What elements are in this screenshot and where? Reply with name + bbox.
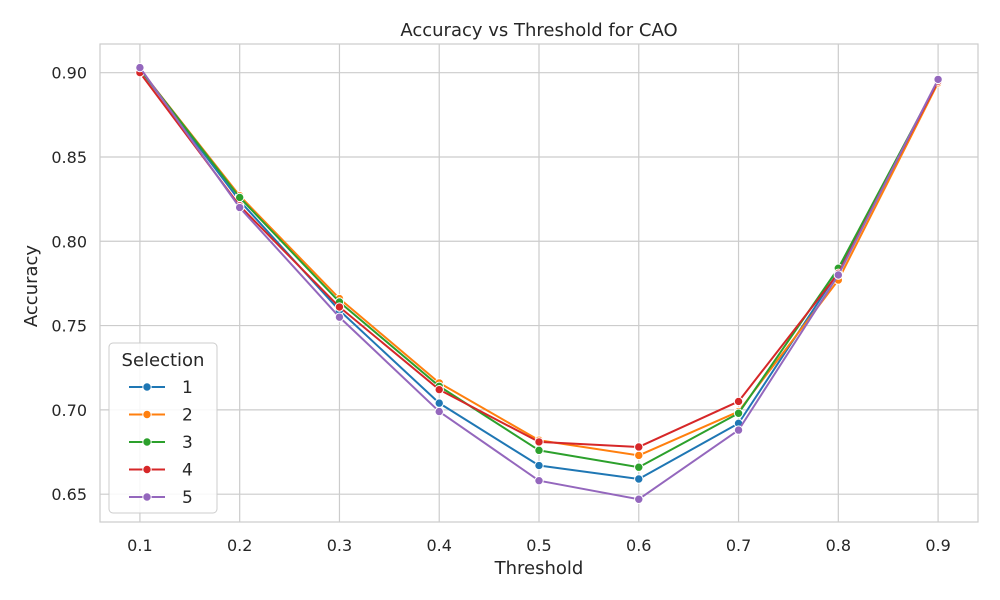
legend-item: 3 xyxy=(129,433,193,453)
legend-title: Selection xyxy=(122,350,205,371)
data-point xyxy=(733,408,744,418)
legend-label: 3 xyxy=(182,433,193,453)
data-point xyxy=(434,406,444,417)
data-point xyxy=(933,74,943,85)
legend-label: 2 xyxy=(182,406,193,426)
y-axis-ticks: 0.65 0.70 0.75 0.80 0.85 0.90 xyxy=(51,64,87,505)
x-tick-label: 0.4 xyxy=(427,536,452,555)
data-point xyxy=(234,202,245,213)
legend-items: 1 2 3 4 5 xyxy=(129,378,193,508)
x-tick-label: 0.7 xyxy=(726,536,751,555)
legend-swatch-marker xyxy=(142,464,152,475)
legend-item: 2 xyxy=(129,406,193,426)
x-tick-label: 0.1 xyxy=(127,536,152,555)
x-tick-label: 0.6 xyxy=(626,536,651,555)
data-point xyxy=(334,302,345,312)
data-point xyxy=(634,494,644,504)
x-axis-ticks: 0.1 0.2 0.3 0.4 0.5 0.6 0.7 0.8 0.9 xyxy=(127,536,951,555)
grid xyxy=(100,44,978,522)
y-tick-label: 0.70 xyxy=(51,401,87,420)
data-point xyxy=(534,437,544,447)
data-point xyxy=(634,450,644,461)
y-axis-label: Accuracy xyxy=(21,245,42,328)
legend-label: 4 xyxy=(182,461,193,481)
data-point xyxy=(634,442,644,452)
y-tick-label: 0.80 xyxy=(51,232,87,251)
data-point xyxy=(833,270,844,280)
x-tick-label: 0.8 xyxy=(826,536,851,555)
legend-swatch-marker xyxy=(142,409,152,420)
data-point xyxy=(135,62,145,73)
data-point xyxy=(434,398,444,408)
data-point xyxy=(534,475,544,486)
legend-swatch-marker xyxy=(142,492,152,502)
legend-swatch-marker xyxy=(142,382,152,392)
x-tick-label: 0.2 xyxy=(227,536,252,555)
y-tick-label: 0.85 xyxy=(51,148,87,167)
data-point xyxy=(334,312,345,322)
data-point xyxy=(733,425,744,435)
legend-item: 5 xyxy=(129,488,193,508)
y-tick-label: 0.90 xyxy=(51,64,87,83)
data-point xyxy=(434,384,444,395)
legend-swatch-marker xyxy=(142,437,152,447)
legend: Selection 1 2 3 4 5 xyxy=(108,342,218,514)
data-point xyxy=(534,445,544,456)
x-tick-label: 0.9 xyxy=(925,536,950,555)
legend-item: 4 xyxy=(129,461,193,481)
series-lines xyxy=(135,62,943,504)
data-point xyxy=(733,396,744,407)
legend-label: 5 xyxy=(182,488,193,508)
chart-title: Accuracy vs Threshold for CAO xyxy=(400,20,677,41)
x-tick-label: 0.3 xyxy=(327,536,352,555)
plot-area-frame xyxy=(99,43,979,523)
legend-label: 1 xyxy=(182,378,193,398)
x-tick-label: 0.5 xyxy=(526,536,551,555)
y-tick-label: 0.75 xyxy=(51,317,87,336)
data-point xyxy=(634,462,644,472)
legend-item: 1 xyxy=(129,378,193,398)
series-5 xyxy=(135,62,943,504)
y-tick-label: 0.65 xyxy=(51,485,87,504)
x-axis-label: Threshold xyxy=(494,558,584,579)
data-point xyxy=(634,474,644,484)
data-point xyxy=(534,460,544,471)
